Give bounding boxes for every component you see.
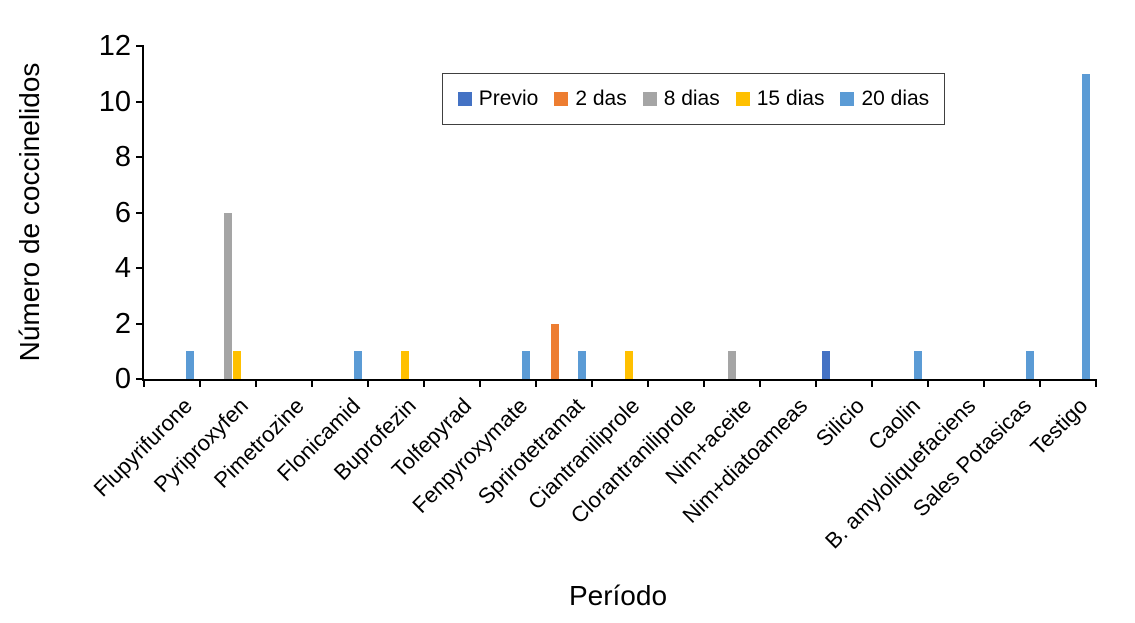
legend-label: 2 das bbox=[575, 87, 627, 110]
x-axis-tick bbox=[199, 379, 201, 387]
plot-area: 0 2 4 6 8 10 12 bbox=[99, 32, 1097, 394]
legend-swatch-icon bbox=[642, 92, 657, 106]
x-category-label: Caolin bbox=[862, 393, 925, 455]
x-category-label: Flonicamid bbox=[271, 393, 365, 486]
x-category-label: Buprofezin bbox=[328, 393, 421, 486]
y-axis-tick bbox=[136, 211, 144, 214]
bar-15-dias-ciantraniliprole bbox=[625, 351, 633, 379]
legend-item-2-das: 2 das bbox=[554, 87, 627, 111]
y-axis-tick-label: 8 bbox=[114, 141, 131, 173]
bar-20-dias-testigo bbox=[1082, 73, 1090, 379]
y-axis-tick bbox=[136, 100, 144, 103]
x-axis-tick bbox=[143, 379, 145, 387]
x-category-label: Ciantraniliprole bbox=[523, 393, 645, 515]
x-axis-tick bbox=[1039, 379, 1041, 387]
x-axis-tick bbox=[591, 379, 593, 387]
y-axis-tick-label: 4 bbox=[114, 252, 131, 284]
y-axis-tick-label: 0 bbox=[114, 363, 131, 395]
x-category-label: B. amyloliquefaciens bbox=[820, 393, 981, 554]
bar-20-dias-sales-potasicas bbox=[1026, 351, 1034, 379]
bar-20-dias-sprirotetramat bbox=[578, 351, 586, 379]
bar-20-dias-flupyrifurone bbox=[186, 351, 194, 379]
x-category-label: Tolfepyrad bbox=[387, 393, 477, 483]
x-category-label: Silicio bbox=[810, 393, 869, 452]
x-category-label: Flupyrifurone bbox=[88, 393, 197, 502]
bar-15-dias-pyriproxyfen bbox=[233, 351, 241, 379]
x-category-label: Pimetrozine bbox=[208, 393, 309, 493]
x-axis-tick bbox=[871, 379, 873, 387]
legend-label: 20 dias bbox=[861, 87, 930, 110]
legend-swatch-icon bbox=[735, 92, 750, 106]
bar-previo-silicio bbox=[822, 351, 830, 379]
y-axis-tick-label: 6 bbox=[114, 196, 131, 229]
legend-label: 8 dias bbox=[663, 87, 720, 110]
legend: Previo 2 das 8 dias 15 dias 20 dias bbox=[442, 73, 945, 125]
y-axis-tick bbox=[136, 45, 144, 47]
x-category-label: Fenpyroxymate bbox=[407, 393, 533, 518]
x-axis-tick bbox=[815, 379, 817, 387]
x-axis-tick bbox=[479, 379, 481, 387]
y-axis-tick bbox=[136, 378, 144, 380]
legend-item-8-dias: 8 dias bbox=[642, 87, 720, 111]
y-axis-tick bbox=[136, 322, 144, 325]
x-category-label: Sprirotetramat bbox=[472, 393, 589, 510]
bar-8-dias-pyriproxyfen bbox=[224, 212, 232, 379]
x-axis-tick bbox=[367, 379, 369, 387]
y-axis-tick bbox=[136, 267, 144, 269]
bar-20-dias-caolin bbox=[914, 351, 922, 379]
x-axis-tick bbox=[423, 379, 425, 387]
y-axis-title: Número de coccinelidos bbox=[14, 62, 45, 362]
y-axis-tick-label: 12 bbox=[98, 30, 131, 62]
y-axis-tick-label: 2 bbox=[114, 307, 131, 340]
x-axis-tick bbox=[311, 379, 313, 387]
bar-15-dias-buprofezin bbox=[401, 351, 409, 379]
legend-swatch-icon bbox=[840, 92, 855, 106]
x-category-label: Nim+diatoameas bbox=[677, 393, 813, 528]
legend-label: Previo bbox=[478, 87, 539, 110]
x-axis-tick bbox=[983, 379, 985, 387]
x-category-label: Pyriproxyfen bbox=[148, 393, 253, 498]
x-axis-tick bbox=[535, 379, 537, 387]
x-axis-title: Período bbox=[568, 580, 668, 611]
x-category-label: Clorantraniliprole bbox=[565, 393, 701, 529]
bar-2-das-sprirotetramat bbox=[551, 323, 559, 379]
x-axis-tick bbox=[647, 379, 649, 387]
bar-8-dias-nim-aceite bbox=[728, 351, 736, 379]
legend-swatch-icon bbox=[554, 92, 569, 106]
y-axis-tick bbox=[136, 156, 144, 158]
x-axis-tick bbox=[759, 379, 761, 387]
x-category-label: Nim+aceite bbox=[660, 393, 757, 489]
x-axis-tick bbox=[927, 379, 929, 387]
x-axis-tick bbox=[1095, 379, 1097, 387]
bar-20-dias-fenpyroxymate bbox=[522, 351, 530, 379]
x-axis-tick bbox=[703, 379, 705, 387]
legend-item-previo: Previo bbox=[457, 87, 539, 111]
legend-item-20-dias: 20 dias bbox=[840, 87, 929, 111]
bar-20-dias-flonicamid bbox=[354, 351, 362, 379]
legend-item-15-dias: 15 dias bbox=[735, 87, 825, 111]
x-axis-tick bbox=[255, 379, 257, 387]
y-axis-tick-label: 10 bbox=[98, 85, 131, 118]
legend-label: 15 dias bbox=[756, 87, 825, 110]
x-category-label: Testigo bbox=[1025, 393, 1093, 460]
x-category-label: Sales Potasicas bbox=[908, 393, 1037, 522]
legend-swatch-icon bbox=[457, 92, 472, 106]
